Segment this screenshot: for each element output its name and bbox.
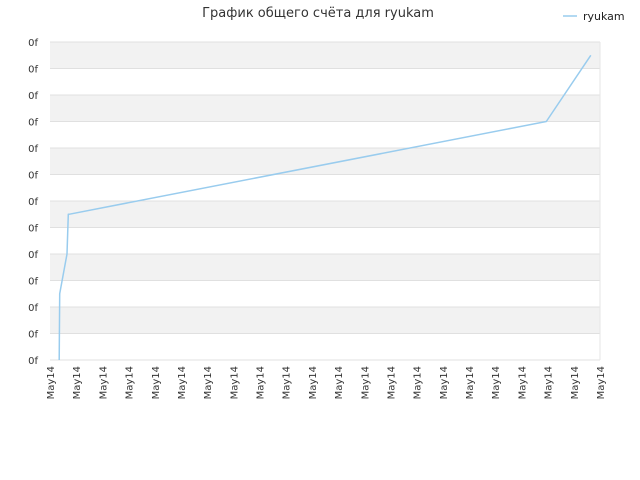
x-tick-label: May14 — [334, 366, 345, 399]
plot-band — [50, 148, 600, 175]
y-tick-label: 0f — [28, 330, 38, 341]
x-tick-label: May14 — [386, 366, 397, 399]
x-tick-label: May14 — [308, 366, 319, 399]
gridlines — [50, 41, 601, 361]
x-tick-label: May14 — [360, 366, 371, 399]
plot-band — [50, 254, 600, 281]
plot-band — [50, 121, 600, 148]
x-tick-label: May14 — [544, 366, 555, 399]
plot-band — [50, 280, 600, 307]
x-tick-label: May14 — [72, 366, 83, 399]
x-tick-label: May14 — [256, 366, 267, 399]
x-tick-label: May14 — [517, 366, 528, 399]
plot-band — [50, 42, 600, 69]
y-tick-label: 0f — [28, 197, 38, 208]
y-tick-label: 0f — [28, 118, 38, 129]
x-tick-label: May14 — [570, 366, 581, 399]
x-tick-label: May14 — [491, 366, 502, 399]
y-tick-label: 0f — [28, 250, 38, 261]
x-tick-label: May14 — [596, 366, 607, 399]
x-tick-label: May14 — [46, 366, 57, 399]
x-tick-label: May14 — [439, 366, 450, 399]
y-tick-label: 0f — [28, 224, 38, 235]
plot-band — [50, 227, 600, 254]
y-tick-label: 0f — [28, 171, 38, 182]
chart-title: График общего счёта для ryukam — [202, 6, 434, 21]
plot-band — [50, 68, 600, 95]
x-tick-label: May14 — [282, 366, 293, 399]
y-tick-label: 0f — [28, 303, 38, 314]
plot-band — [50, 95, 600, 122]
y-axis-ticks: 0f 0f 0f 0f 0f 0f 0f 0f 0f 0f 0f 0f 0f — [28, 38, 38, 367]
x-tick-label: May14 — [465, 366, 476, 399]
plot-band — [50, 201, 600, 228]
legend-label-ryukam: ryukam — [583, 10, 625, 23]
series-layer — [58, 54, 592, 361]
x-axis-ticks: May14 May14 May14 May14 May14 May14 May14 May14… — [46, 366, 607, 399]
legend: ryukam — [563, 10, 625, 23]
y-tick-label: 0f — [28, 38, 38, 49]
y-tick-label: 0f — [28, 65, 38, 76]
plot-band — [50, 333, 600, 360]
x-tick-label: May14 — [151, 366, 162, 399]
x-tick-label: May14 — [203, 366, 214, 399]
x-tick-label: May14 — [229, 366, 240, 399]
y-tick-label: 0f — [28, 277, 38, 288]
x-tick-label: May14 — [177, 366, 188, 399]
plot-band — [50, 174, 600, 201]
y-tick-label: 0f — [28, 144, 38, 155]
x-tick-label: May14 — [98, 366, 109, 399]
plot-background-bands — [50, 42, 600, 360]
x-tick-label: May14 — [413, 366, 424, 399]
y-tick-label: 0f — [28, 356, 38, 367]
x-tick-label: May14 — [125, 366, 136, 399]
y-tick-label: 0f — [28, 91, 38, 102]
series-line-ryukam — [58, 54, 592, 361]
plot-band — [50, 307, 600, 334]
